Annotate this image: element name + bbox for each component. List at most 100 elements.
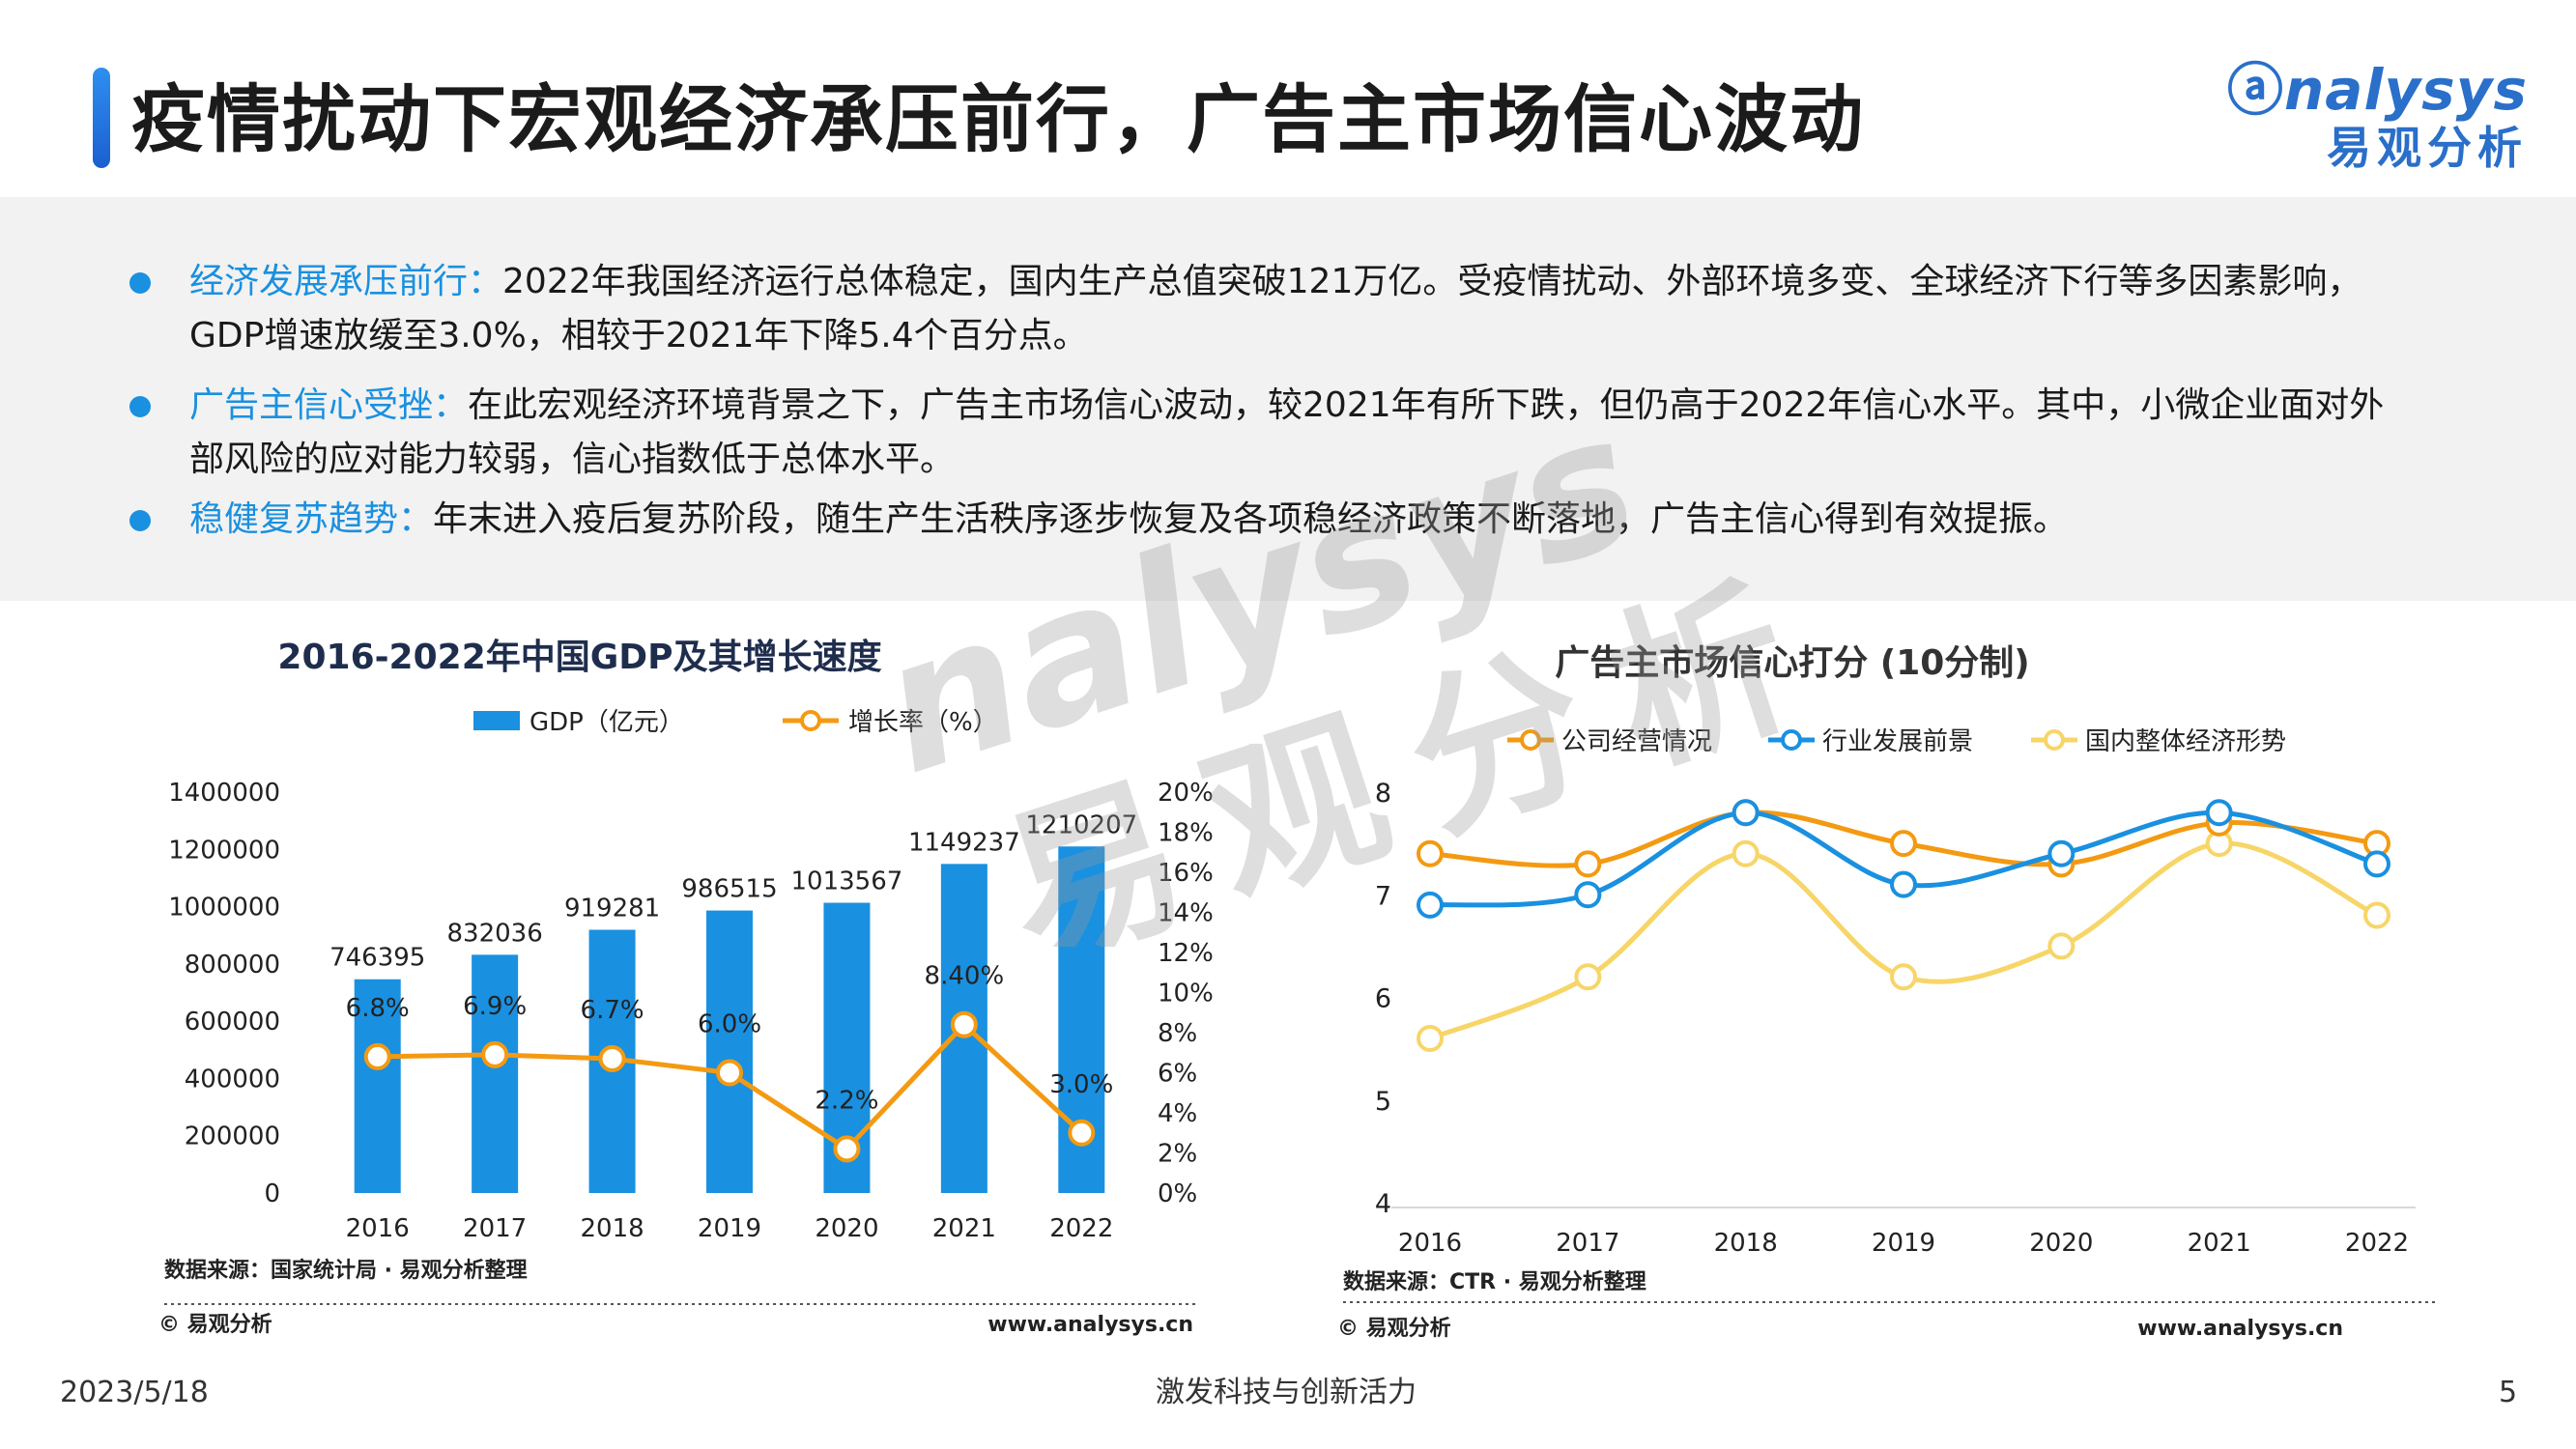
bullet-dot-icon <box>129 510 151 531</box>
growth-rate-label: 6.8% <box>346 994 410 1023</box>
confidence-point <box>1574 850 1602 878</box>
x-axis-tick: 2019 <box>698 1214 761 1243</box>
x-axis-tick: 2018 <box>1714 1229 1778 1258</box>
confidence-point <box>1890 963 1917 991</box>
legend-label: 公司经营情况 <box>1561 727 1712 756</box>
x-axis-tick: 2021 <box>2188 1229 2251 1258</box>
confidence-point <box>1890 870 1917 898</box>
right-axis-tick: 10% <box>1158 980 1214 1009</box>
left-axis-tick: 600000 <box>185 1008 280 1037</box>
x-axis-tick: 2022 <box>2345 1229 2409 1258</box>
confidence-point <box>1574 881 1602 909</box>
gdp-source: 数据来源：国家统计局 · 易观分析整理 <box>164 1258 528 1283</box>
bullet-dot-icon <box>129 272 151 294</box>
growth-rate-point <box>481 1040 509 1068</box>
legend-series-3: 国内整体经济形势 <box>2031 727 2286 756</box>
gdp-chart-title: 2016-2022年中国GDP及其增长速度 <box>277 638 881 677</box>
right-axis-tick: 20% <box>1158 779 1214 808</box>
right-axis-tick: 0% <box>1158 1179 1197 1208</box>
x-axis-tick: 2016 <box>1398 1229 1462 1258</box>
left-axis-tick: 200000 <box>185 1122 280 1151</box>
x-axis-tick: 2021 <box>932 1214 996 1243</box>
x-axis-tick: 2017 <box>1556 1229 1619 1258</box>
x-axis-tick: 2020 <box>2029 1229 2093 1258</box>
left-axis-tick: 0 <box>264 1179 280 1208</box>
right-axis-tick: 12% <box>1158 939 1214 968</box>
legend-growth-label: 增长率（%） <box>848 708 998 737</box>
confidence-point <box>1417 891 1444 919</box>
right-axis-tick: 8% <box>1158 1019 1197 1048</box>
right-axis-tick: 16% <box>1158 859 1214 888</box>
gdp-bar-label: 1149237 <box>908 828 1020 857</box>
confidence-point <box>1417 1025 1444 1052</box>
confidence-point <box>2047 932 2075 960</box>
left-axis-tick: 800000 <box>185 951 280 980</box>
legend-line-marker <box>800 710 821 731</box>
gdp-bar <box>472 954 519 1193</box>
growth-rate-point <box>1068 1119 1096 1147</box>
x-axis-tick: 2020 <box>815 1214 878 1243</box>
copyright-text: © 易观分析 <box>158 1313 272 1337</box>
confidence-point <box>2047 839 2075 867</box>
right-axis-tick: 2% <box>1158 1140 1197 1169</box>
right-axis-tick: 4% <box>1158 1099 1197 1128</box>
confidence-source: 数据来源：CTR · 易观分析整理 <box>1343 1269 1646 1294</box>
bullet-highlight: 广告主信心受挫： <box>189 385 469 425</box>
x-axis-tick: 2019 <box>1872 1229 1935 1258</box>
right-axis-tick: 18% <box>1158 819 1214 848</box>
y-axis-tick: 7 <box>1375 881 1391 911</box>
confidence-point <box>1732 839 1760 867</box>
growth-rate-label: 2.2% <box>815 1086 878 1115</box>
x-axis-tick: 2017 <box>463 1214 527 1243</box>
analysys-logo: ⓐnalysys 易观分析 <box>2227 62 2528 170</box>
legend-gdp-label: GDP（亿元） <box>530 708 684 737</box>
right-axis-tick: 6% <box>1158 1060 1197 1089</box>
bullet-highlight: 经济发展承压前行： <box>189 262 503 301</box>
confidence-point <box>2205 799 2233 827</box>
x-axis-tick: 2022 <box>1049 1214 1113 1243</box>
bullet-dot-icon <box>129 396 151 417</box>
confidence-point <box>1574 963 1602 991</box>
legend-label: 行业发展前景 <box>1822 727 1973 756</box>
growth-rate-label: 8.40% <box>925 962 1005 991</box>
bullet-item: 广告主信心受挫：在此宏观经济环境背景之下，广告主市场信心波动，较2021年有所下… <box>129 379 2414 487</box>
left-axis-tick: 1000000 <box>168 894 280 923</box>
bullet-text: 在此宏观经济环境背景之下，广告主市场信心波动，较2021年有所下跌，但仍高于20… <box>189 385 2385 479</box>
gdp-chart: 2016-2022年中国GDP及其增长速度 GDP（亿元） 增长率（%） 0 20… <box>158 638 1214 1337</box>
growth-rate-point <box>363 1042 391 1070</box>
x-axis-tick: 2016 <box>346 1214 410 1243</box>
left-axis-tick: 400000 <box>185 1065 280 1094</box>
y-axis-tick: 5 <box>1375 1087 1391 1117</box>
date-text: 2023/5/18 <box>60 1376 209 1409</box>
bullet-item: 经济发展承压前行：2022年我国经济运行总体稳定，国内生产总值突破121万亿。受… <box>129 255 2414 363</box>
slogan-text: 激发科技与创新活力 <box>1156 1376 1417 1409</box>
legend-label: 国内整体经济形势 <box>2085 727 2286 756</box>
confidence-chart-title: 广告主市场信心打分 (10分制) <box>1555 643 2030 683</box>
legend-series-2: 行业发展前景 <box>1768 727 1973 756</box>
y-axis-tick: 8 <box>1375 779 1391 809</box>
gdp-bar-label: 919281 <box>564 894 660 923</box>
bullet-text: 2022年我国经济运行总体稳定，国内生产总值突破121万亿。受疫情扰动、外部环境… <box>189 262 2362 355</box>
confidence-point <box>2363 850 2390 878</box>
growth-rate-label: 6.9% <box>463 992 527 1021</box>
growth-rate-label: 3.0% <box>1049 1070 1113 1099</box>
legend-bar-swatch <box>473 711 520 730</box>
gdp-bar <box>706 910 753 1193</box>
gdp-bar-label: 1013567 <box>791 867 903 896</box>
confidence-chart: 广告主市场信心打分 (10分制) 公司经营情况 行业发展前景 国内整体经济形势 … <box>1337 643 2435 1341</box>
summary-panel: 经济发展承压前行：2022年我国经济运行总体稳定，国内生产总值突破121万亿。受… <box>0 197 2576 601</box>
growth-rate-label: 6.7% <box>581 996 644 1025</box>
left-axis-tick: 1400000 <box>168 779 280 808</box>
confidence-point <box>2363 901 2390 929</box>
growth-rate-label: 6.0% <box>698 1010 761 1039</box>
growth-rate-point <box>950 1010 978 1038</box>
website-text: www.analysys.cn <box>2137 1317 2343 1341</box>
right-axis-tick: 14% <box>1158 899 1214 928</box>
gdp-bar-label: 1210207 <box>1025 810 1137 839</box>
x-axis-tick: 2018 <box>580 1214 644 1243</box>
page-title: 疫情扰动下宏观经济承压前行，广告主市场信心波动 <box>131 76 1865 162</box>
copyright-text: © 易观分析 <box>1337 1317 1451 1341</box>
title-accent-bar <box>93 68 110 168</box>
growth-rate-point <box>833 1135 861 1163</box>
gdp-bar <box>354 979 401 1193</box>
